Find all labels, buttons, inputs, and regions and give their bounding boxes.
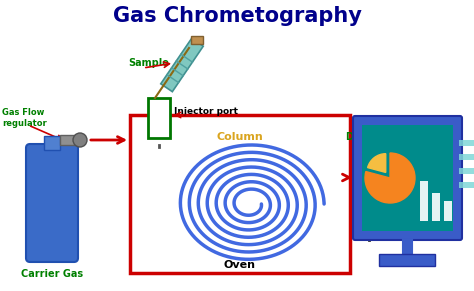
Bar (444, 201, 452, 221)
FancyBboxPatch shape (353, 116, 462, 240)
Bar (459, 168, 474, 174)
Bar (459, 182, 474, 188)
Wedge shape (365, 153, 415, 203)
Bar (459, 140, 474, 146)
Text: Sample: Sample (128, 58, 169, 68)
Bar (44, 136, 60, 150)
Wedge shape (368, 154, 386, 173)
Bar (60, 135, 78, 145)
Bar (148, 98, 170, 138)
Bar (191, 36, 203, 44)
Text: Injector port: Injector port (174, 107, 238, 116)
Polygon shape (161, 38, 203, 92)
FancyBboxPatch shape (26, 144, 78, 262)
Bar (130, 115, 350, 273)
Text: Waste: Waste (373, 223, 407, 233)
Bar (380, 254, 436, 266)
Text: Detector: Detector (345, 132, 393, 142)
Circle shape (73, 133, 87, 147)
Text: Oven: Oven (224, 260, 256, 270)
Bar (420, 181, 428, 221)
Text: Gas Chrometography: Gas Chrometography (112, 6, 362, 26)
Bar (432, 193, 440, 221)
Text: Column: Column (217, 132, 264, 142)
Text: Gas Flow
regulator: Gas Flow regulator (2, 108, 47, 128)
Bar (459, 154, 474, 160)
Bar (355, 145, 383, 210)
Text: Carrier Gas: Carrier Gas (21, 269, 83, 279)
Bar (362, 125, 453, 231)
